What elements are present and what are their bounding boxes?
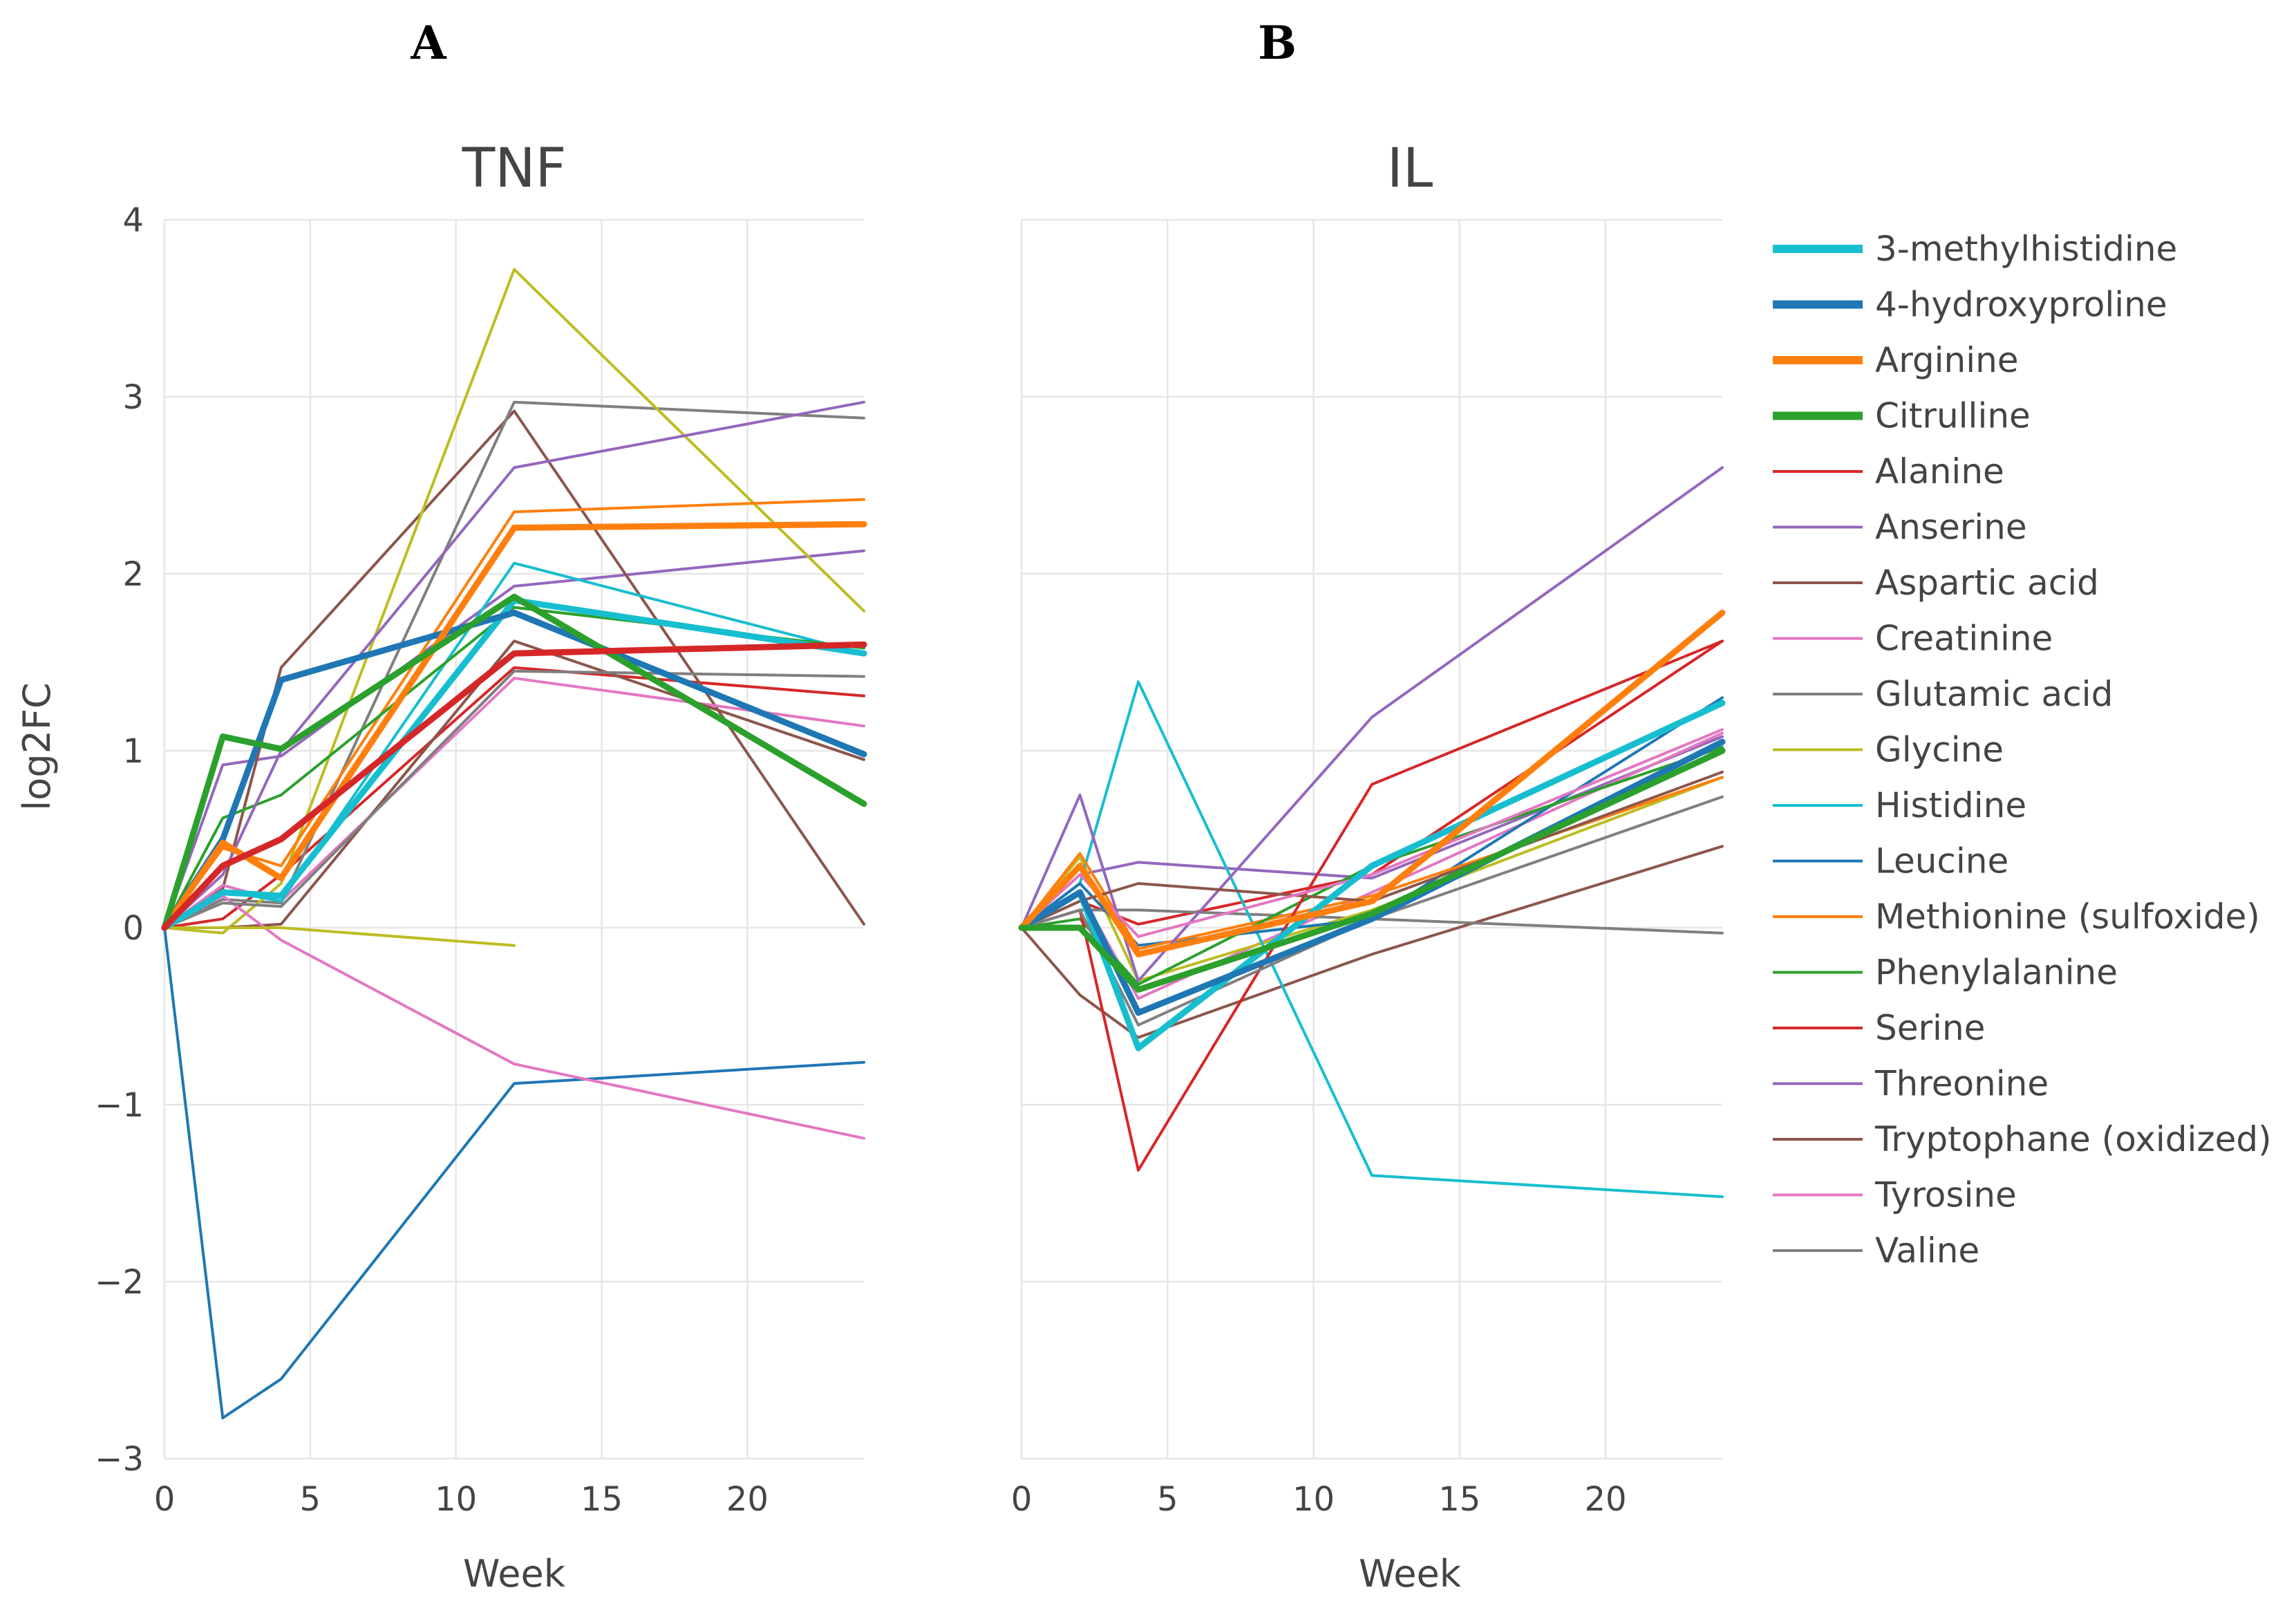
il-series-line-threonine: [1020, 466, 1724, 982]
legend-label-creatinine[interactable]: Creatinine: [1875, 619, 2053, 659]
tnf-series-line-citrulline: [161, 593, 867, 931]
tnf-y-tick-label: 0: [122, 909, 144, 948]
il-chart: IL Week 0 5 10 15 20: [1011, 138, 1726, 1596]
tnf-y-tick-label: 2: [122, 555, 144, 594]
tnf-x-tick-label: 5: [300, 1480, 321, 1519]
tnf-series-line-arginine: [161, 521, 867, 931]
legend-label-methionine-sulfoxide[interactable]: Methionine (sulfoxide): [1875, 897, 2260, 937]
il-series-line-aspartic-acid: [1020, 845, 1724, 1039]
legend-label-alanine[interactable]: Alanine: [1875, 451, 2004, 492]
tnf-y-tick-label: 4: [122, 201, 144, 240]
tnf-series-line-threonine: [163, 400, 865, 929]
legend-label-anserine[interactable]: Anserine: [1875, 507, 2027, 548]
legend-label-threonine[interactable]: Threonine: [1874, 1064, 2049, 1104]
il-x-tick-label: 0: [1011, 1480, 1033, 1519]
il-x-tick-label: 10: [1292, 1480, 1335, 1519]
tnf-y-tick-label: −1: [95, 1086, 144, 1125]
tnf-series-line-glutamic-acid: [163, 400, 865, 929]
tnf-x-tick-label: 15: [581, 1480, 623, 1519]
legend-label-4-hydroxyproline[interactable]: 4-hydroxyproline: [1875, 285, 2167, 325]
legend-label-tryptophane-oxidized[interactable]: Tryptophane (oxidized): [1874, 1119, 2272, 1159]
tnf-series-line-valine: [163, 669, 865, 929]
legend-label-3-methylhistidine[interactable]: 3-methylhistidine: [1875, 229, 2177, 269]
legend-label-serine[interactable]: Serine: [1875, 1008, 1985, 1048]
tnf-series-line-anserine: [163, 549, 865, 929]
il-x-tick-label: 15: [1438, 1480, 1480, 1519]
tnf-x-tick-label: 10: [435, 1480, 477, 1519]
il-series-line-arginine: [1018, 609, 1726, 957]
legend-label-phenylalanine[interactable]: Phenylalanine: [1875, 953, 2118, 993]
il-x-axis-title: Week: [1359, 1552, 1462, 1596]
legend-label-tyrosine[interactable]: Tyrosine: [1874, 1175, 2017, 1215]
legend-label-aspartic-acid[interactable]: Aspartic acid: [1875, 563, 2099, 603]
legend-label-valine[interactable]: Valine: [1875, 1231, 1979, 1271]
tnf-chart: TNF Week log2FC 0 5 10 15 20 −3 −2 −1 0 1 2 3 4: [15, 138, 867, 1596]
il-x-tick-label: 20: [1584, 1480, 1626, 1519]
tnf-series-line-3-methylhistidine: [161, 597, 867, 931]
legend: 3-methylhistidine 4-hydroxyproline Arginin…: [1773, 229, 2272, 1271]
tnf-chart-title: TNF: [462, 138, 567, 200]
tnf-series-line-tyrosine: [163, 894, 865, 1140]
il-x-tick-label: 5: [1157, 1480, 1178, 1519]
panel-letter-b: B: [1258, 16, 1297, 70]
tnf-series-line-serine: [161, 641, 867, 931]
tnf-x-tick-label: 0: [154, 1480, 176, 1519]
tnf-x-tick-label: 20: [726, 1480, 769, 1519]
tnf-x-axis-title: Week: [463, 1552, 566, 1596]
legend-label-leucine[interactable]: Leucine: [1875, 841, 2008, 881]
tnf-y-tick-label: −2: [95, 1263, 144, 1302]
tnf-series-line-leucine: [163, 926, 865, 1420]
tnf-y-tick-label: −3: [95, 1440, 144, 1479]
il-series-line-tyrosine: [1020, 728, 1724, 938]
legend-label-arginine[interactable]: Arginine: [1875, 340, 2019, 380]
il-series-line-valine: [1020, 795, 1724, 1027]
il-series-line-citrulline: [1018, 747, 1726, 993]
legend-label-histidine[interactable]: Histidine: [1875, 785, 2026, 825]
tnf-y-axis-title: log2FC: [15, 682, 59, 810]
tnf-y-tick-label: 3: [122, 378, 144, 417]
il-series-line-leucine: [1020, 696, 1724, 947]
tnf-y-tick-label: 1: [122, 732, 144, 771]
tnf-series-line-glycine: [163, 926, 516, 947]
legend-label-glycine[interactable]: Glycine: [1875, 730, 2004, 770]
legend-label-citrulline[interactable]: Citrulline: [1875, 396, 2031, 436]
legend-label-glutamic-acid[interactable]: Glutamic acid: [1875, 674, 2113, 714]
il-chart-title: IL: [1387, 138, 1433, 200]
panel-letter-a: A: [410, 16, 446, 70]
tnf-series-line-glycine: [163, 268, 865, 935]
